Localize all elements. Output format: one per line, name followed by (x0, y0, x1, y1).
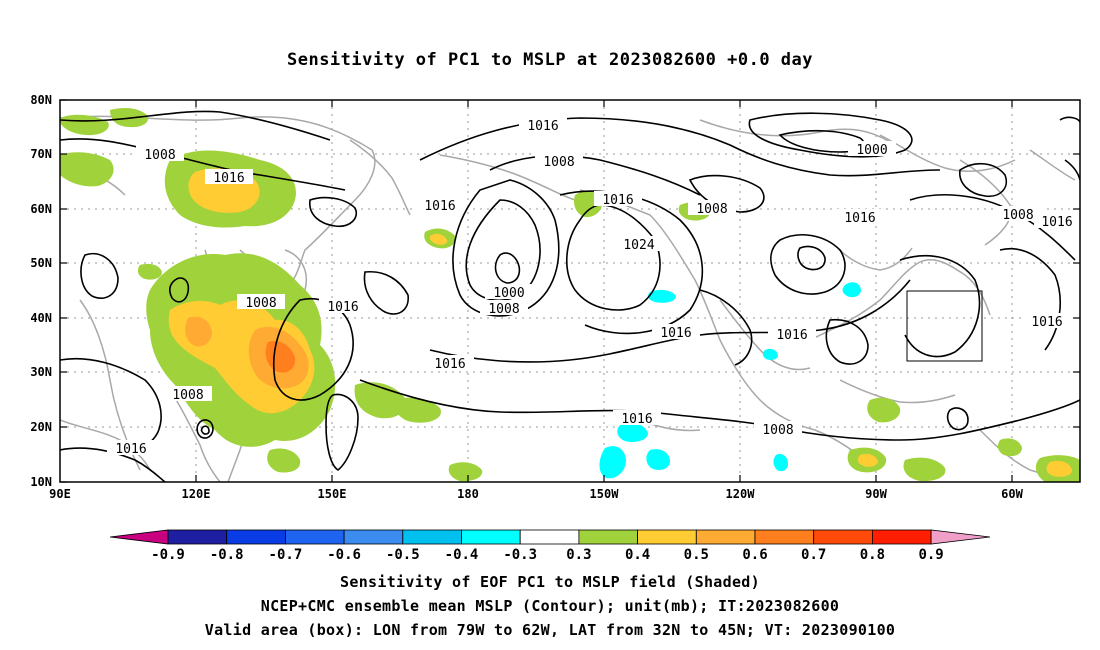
colorbar-label: 0.3 (566, 547, 591, 563)
colorbar-label: -0.3 (503, 547, 537, 563)
colorbar-segment (578, 529, 639, 545)
contour-label: 1008 (543, 155, 574, 170)
lon-label: 180 (457, 487, 479, 501)
colorbar-label: 0.5 (684, 547, 709, 563)
colorbar-segment (284, 529, 345, 545)
colorbar: -0.9 -0.8 -0.7 -0.6 -0.5 -0.4 -0.3 0.3 0.4 0.5 0.6… (109, 529, 991, 563)
contour-label: 1008 (1002, 208, 1033, 223)
colorbar-segment (167, 529, 228, 545)
lon-label: 120E (182, 487, 211, 501)
contour-label: 1016 (424, 199, 455, 214)
colorbar-segment (226, 529, 286, 545)
contour-label: 1016 (1031, 315, 1062, 330)
contour-label: 1008 (488, 302, 519, 317)
tick-marks (60, 99, 1080, 483)
lat-label: 60N (30, 202, 52, 216)
lon-label: 90E (49, 487, 71, 501)
contour-label: 1008 (696, 202, 727, 217)
lon-label: 120W (726, 487, 756, 501)
colorbar-label: -0.6 (327, 547, 361, 563)
colorbar-label: -0.4 (445, 547, 479, 563)
contour-label: 1016 (602, 193, 633, 208)
colorbar-segment (343, 529, 404, 545)
colorbar-segment (519, 529, 580, 545)
colorbar-label: 0.6 (742, 547, 767, 563)
colorbar-label: 0.4 (625, 547, 650, 563)
lon-label: 60W (1001, 487, 1023, 501)
colorbar-label: 0.7 (801, 547, 826, 563)
lon-label: 150E (318, 487, 347, 501)
contour-label: 1000 (493, 286, 524, 301)
contour-label: 1016 (1041, 215, 1072, 230)
lat-label: 80N (30, 93, 52, 107)
lat-label: 20N (30, 420, 52, 434)
latitude-labels: 80N 70N 60N 50N 40N 30N 20N 10N (30, 93, 52, 489)
colorbar-label: 0.8 (860, 547, 885, 563)
colorbar-label: -0.5 (386, 547, 420, 563)
valid-area-box (906, 290, 983, 362)
caption-line-3: Valid area (box): LON from 79W to 62W, L… (204, 621, 896, 639)
contour-label: 1016 (660, 326, 691, 341)
colorbar-segment (637, 529, 697, 545)
contour-label: 1016 (621, 412, 652, 427)
contour-labels: 1016 1008 1016 1016 1008 1016 1000 1008 … (107, 117, 1080, 457)
colorbar-segment (402, 529, 462, 545)
caption-line-2: NCEP+CMC ensemble mean MSLP (Contour); u… (260, 597, 840, 615)
colorbar-label: 0.9 (918, 547, 943, 563)
contour-label: 1008 (245, 296, 276, 311)
contour-label: 1016 (434, 357, 465, 372)
contour-label: 1000 (856, 143, 887, 158)
contour-label: 1008 (762, 423, 793, 438)
colorbar-segment (754, 529, 815, 545)
contour-label: 1016 (327, 300, 358, 315)
colorbar-label: -0.8 (210, 547, 244, 563)
colorbar-segment (872, 529, 932, 545)
contour-label: 1008 (144, 148, 175, 163)
colorbar-high-arrow (930, 529, 991, 545)
longitude-labels: 90E 120E 150E 180 150W 120W 90W 60W (49, 487, 1023, 501)
colorbar-label: -0.9 (151, 547, 185, 563)
colorbar-low-arrow (109, 529, 169, 545)
colorbar-segment (813, 529, 873, 545)
lat-label: 50N (30, 256, 52, 270)
contour-label: 1008 (172, 388, 203, 403)
contour-label: 1016 (776, 328, 807, 343)
contour-label: 1016 (527, 119, 558, 134)
contour-label: 1016 (213, 171, 244, 186)
lat-label: 30N (30, 365, 52, 379)
contour-label: 1016 (115, 442, 146, 457)
colorbar-label: -0.7 (269, 547, 303, 563)
map-title: Sensitivity of PC1 to MSLP at 2023082600… (286, 50, 813, 70)
lat-label: 10N (30, 475, 52, 489)
lon-label: 150W (590, 487, 620, 501)
contour-label: 1016 (844, 211, 875, 226)
lat-label: 40N (30, 311, 52, 325)
lat-label: 70N (30, 147, 52, 161)
contour-label: 1024 (623, 238, 654, 253)
colorbar-segment (461, 529, 521, 545)
caption-line-1: Sensitivity of EOF PC1 to MSLP field (Sh… (340, 573, 760, 591)
colorbar-segment (695, 529, 756, 545)
map-frame (59, 99, 1081, 483)
lon-label: 90W (865, 487, 887, 501)
